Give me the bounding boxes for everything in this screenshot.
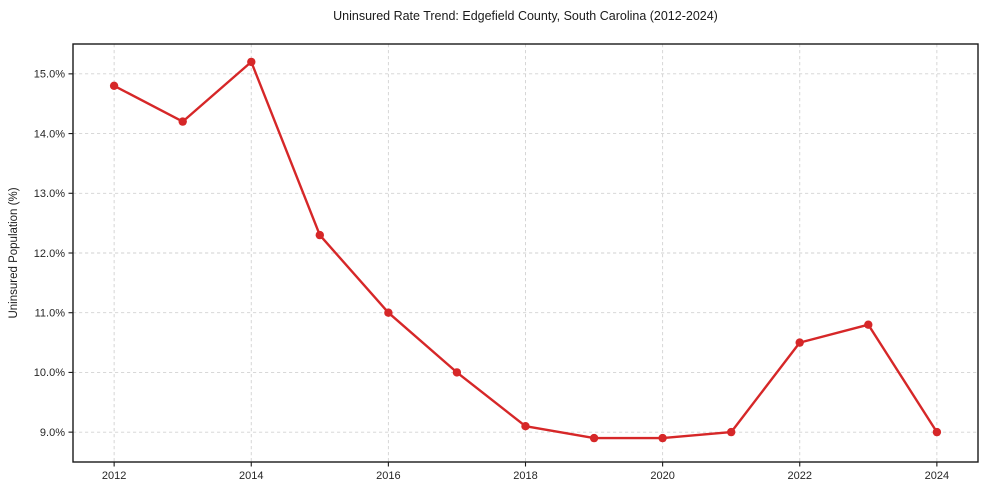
- y-tick-label: 11.0%: [35, 308, 66, 320]
- y-tick-label: 10.0%: [34, 367, 65, 379]
- data-point: [864, 320, 873, 329]
- data-point: [932, 427, 942, 437]
- x-tick-label: 2024: [925, 470, 949, 482]
- y-tick-label: 14.0%: [34, 128, 65, 140]
- plot-border: [72, 43, 979, 463]
- data-point: [247, 57, 256, 67]
- x-tick-label: 2020: [650, 470, 674, 482]
- chart-title: Uninsured Rate Trend: Edgefield County, …: [333, 9, 718, 23]
- x-tick-label: 2012: [102, 470, 126, 482]
- x-tick-label: 2018: [513, 470, 537, 482]
- data-point: [315, 230, 324, 240]
- y-tick-label: 15.0%: [34, 69, 65, 81]
- data-point: [109, 81, 119, 91]
- y-tick-label: 9.0%: [40, 427, 65, 439]
- data-point: [521, 422, 530, 431]
- data-point: [178, 117, 187, 126]
- x-tick-label: 2014: [239, 470, 263, 482]
- data-point: [727, 427, 736, 437]
- y-tick-label: 12.0%: [34, 248, 65, 260]
- x-tick-label: 2016: [376, 470, 400, 482]
- data-point: [795, 338, 804, 347]
- data-point: [452, 368, 462, 377]
- data-point: [384, 308, 393, 317]
- data-point: [589, 433, 599, 443]
- y-tick-label: 13.0%: [34, 188, 65, 200]
- x-tick-label: 2022: [788, 470, 812, 482]
- data-point: [658, 433, 667, 443]
